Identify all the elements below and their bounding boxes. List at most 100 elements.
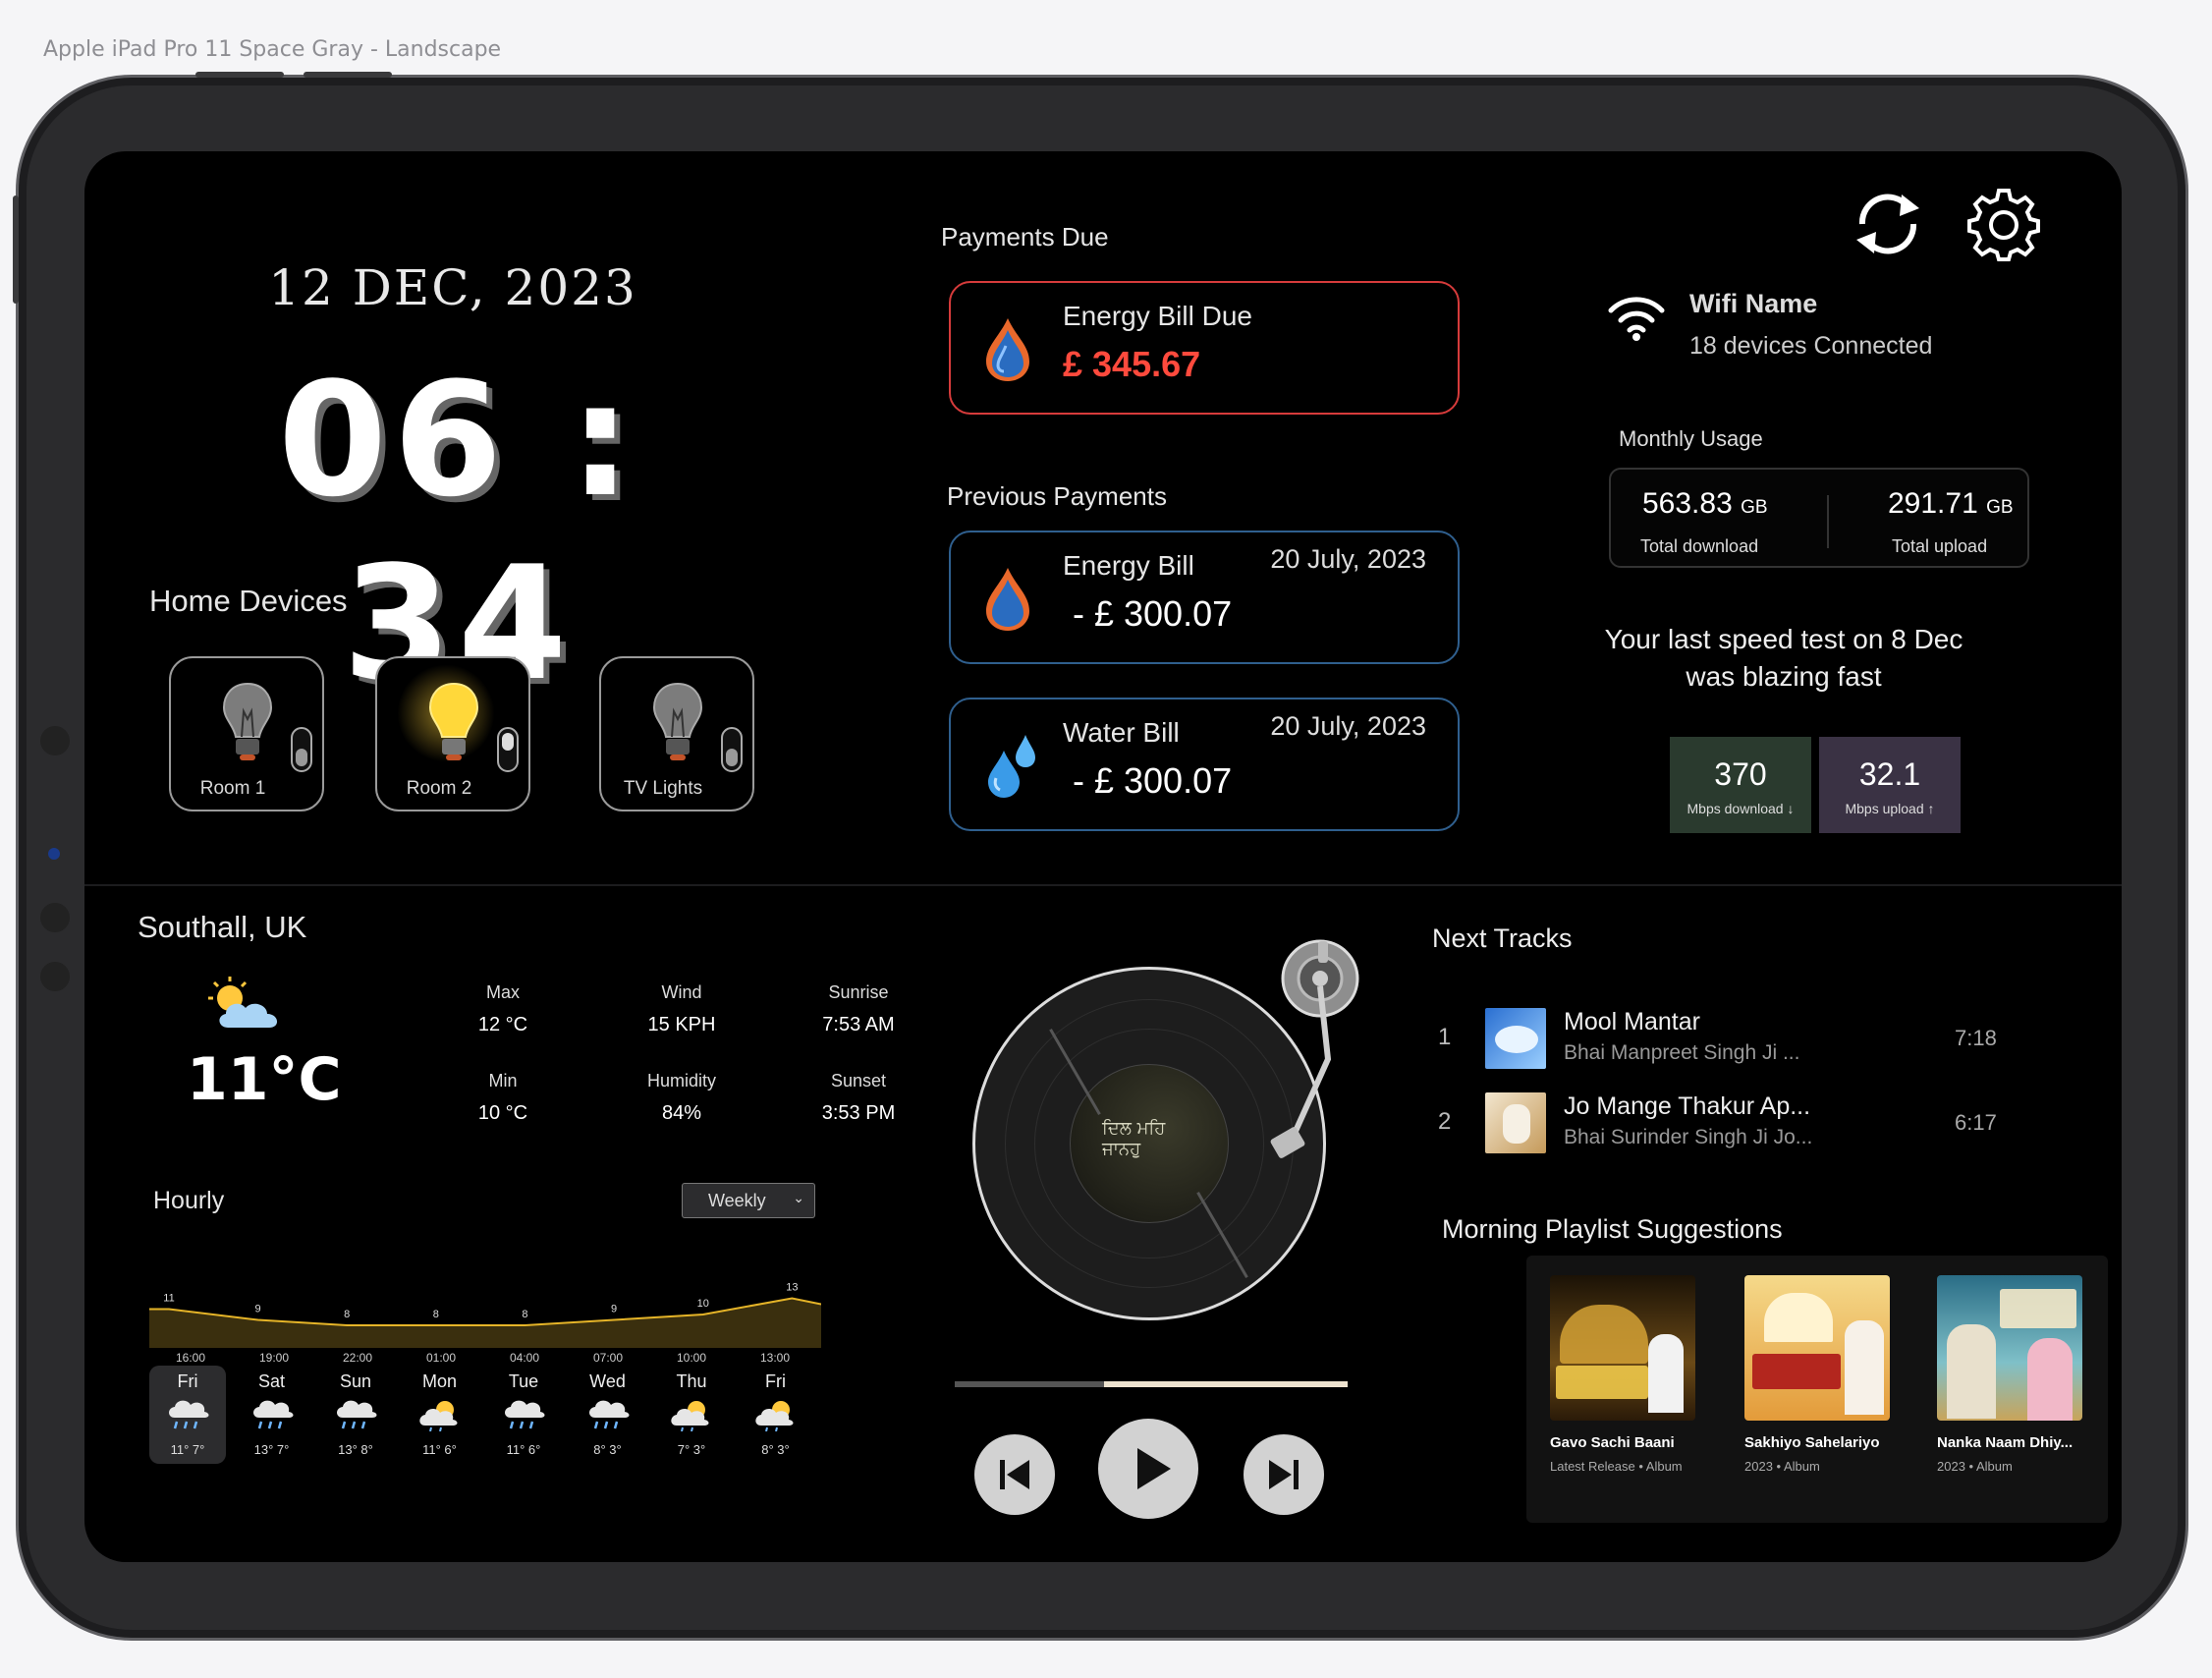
day-forecast[interactable]: Fri 11° 7° bbox=[149, 1366, 226, 1464]
sun-cloud-icon bbox=[418, 1401, 457, 1432]
vinyl-label-art: ਦਿਲ ਮਹਿ ਜਾਨਹੁ bbox=[1102, 1118, 1166, 1159]
playlist-card[interactable]: Gavo Sachi Baani Latest Release • Album bbox=[1550, 1275, 1707, 1474]
section-divider bbox=[84, 884, 2122, 886]
download-unit: GB bbox=[1741, 497, 1768, 518]
cover-figure bbox=[1648, 1334, 1684, 1413]
hourly-value-label: 13 bbox=[786, 1282, 798, 1294]
stat-humidity-label: Humidity bbox=[646, 1071, 716, 1091]
day-forecast[interactable]: Sat 13° 7° bbox=[234, 1366, 310, 1464]
track-artist: Bhai Surinder Singh Ji Jo... bbox=[1564, 1126, 1813, 1148]
device-tv-lights[interactable]: TV Lights bbox=[599, 656, 754, 811]
top-button-2 bbox=[304, 72, 392, 78]
day-name: Sun bbox=[339, 1371, 372, 1391]
track-duration: 6:17 bbox=[1955, 1110, 1997, 1135]
speed-test-text: Your last speed test on 8 Dec was blazin… bbox=[1604, 624, 1963, 692]
track-row[interactable]: 1 Mool Mantar Bhai Manpreet Singh Ji ...… bbox=[1438, 1008, 2086, 1077]
track-artwork bbox=[1485, 1008, 1546, 1069]
hourly-area bbox=[149, 1298, 821, 1348]
playlist-sub: 2023 • Album bbox=[1744, 1459, 1820, 1474]
stat-sunset-label: Sunset bbox=[830, 1071, 887, 1091]
day-forecast[interactable]: Wed 8° 3° bbox=[570, 1366, 646, 1464]
playlist-card[interactable]: Sakhiyo Sahelariyo 2023 • Album bbox=[1744, 1275, 1902, 1474]
cover-building bbox=[1764, 1293, 1833, 1342]
day-forecast[interactable]: Fri 8° 3° bbox=[738, 1366, 814, 1464]
device-toggle[interactable] bbox=[497, 727, 519, 772]
device-toggle[interactable] bbox=[721, 727, 743, 772]
day-name: Fri bbox=[765, 1371, 786, 1391]
monthly-usage-box: 563.83 GB Total download 291.71 GB Total… bbox=[1609, 468, 2029, 568]
next-tracks-title: Next Tracks bbox=[1432, 923, 1573, 953]
energy-bill-due-card[interactable]: Energy Bill Due £ 345.67 bbox=[949, 281, 1460, 415]
playlist-card[interactable]: Nanka Naam Dhiy... 2023 • Album bbox=[1937, 1275, 2094, 1474]
day-forecast[interactable]: Thu 7° 3° bbox=[653, 1366, 730, 1464]
rain-cloud-icon bbox=[149, 1396, 226, 1436]
hourly-time-label: 01:00 bbox=[426, 1351, 456, 1364]
stat-min-value: 10 °C bbox=[477, 1102, 528, 1124]
day-forecast[interactable]: Tue 11° 6° bbox=[485, 1366, 562, 1464]
download-value: 563.83 bbox=[1642, 487, 1733, 520]
stat-humidity-value: 84% bbox=[661, 1102, 702, 1124]
sun-cloud-icon bbox=[738, 1396, 814, 1436]
home-devices-title: Home Devices bbox=[149, 584, 348, 618]
sun-cloud-icon bbox=[402, 1396, 478, 1436]
hourly-time-label: 10:00 bbox=[677, 1351, 706, 1364]
volume-button bbox=[13, 196, 19, 304]
device-room-2[interactable]: Room 2 bbox=[375, 656, 530, 811]
track-number: 2 bbox=[1438, 1108, 1452, 1135]
payment-title: Energy Bill bbox=[1063, 550, 1194, 581]
stat-min-label: Min bbox=[488, 1071, 518, 1091]
next-track-button[interactable] bbox=[1244, 1434, 1324, 1515]
speed-download-label: Mbps download ↓ bbox=[1687, 801, 1795, 816]
cover-figure bbox=[1845, 1320, 1884, 1415]
device-label: Room 2 bbox=[406, 778, 472, 799]
camera-lens bbox=[48, 848, 60, 860]
payment-date: 20 July, 2023 bbox=[1270, 711, 1426, 741]
hourly-value-label: 9 bbox=[255, 1304, 261, 1315]
cover-title-art bbox=[1556, 1366, 1648, 1399]
range-select[interactable]: Weekly ⌄ bbox=[682, 1183, 815, 1218]
device-toggle[interactable] bbox=[291, 727, 312, 772]
speed-upload-box: 32.1 Mbps upload ↑ bbox=[1819, 737, 1961, 833]
day-temps: 8° 3° bbox=[593, 1442, 622, 1457]
speed-download-value: 370 bbox=[1714, 756, 1767, 792]
vinyl-groove bbox=[1034, 1029, 1264, 1258]
camera-dot bbox=[40, 726, 70, 755]
day-forecast[interactable]: Mon 11° 6° bbox=[402, 1366, 478, 1464]
playlist-name: Sakhiyo Sahelariyo bbox=[1744, 1434, 1880, 1451]
day-forecast[interactable]: Sun 13° 8° bbox=[317, 1366, 394, 1464]
gear-icon[interactable] bbox=[1966, 187, 2041, 261]
current-temp: 11°C bbox=[187, 1045, 342, 1114]
track-artist: Bhai Manpreet Singh Ji ... bbox=[1564, 1041, 1800, 1064]
energy-bill-card[interactable]: Energy Bill 20 July, 2023 - £ 300.07 bbox=[949, 531, 1460, 664]
rain-cloud-icon bbox=[337, 1400, 377, 1429]
water-bill-card[interactable]: Water Bill 20 July, 2023 - £ 300.07 bbox=[949, 698, 1460, 831]
hourly-value-label: 10 bbox=[697, 1298, 709, 1310]
playlist-name: Gavo Sachi Baani bbox=[1550, 1434, 1675, 1451]
stat-wind-label: Wind bbox=[661, 982, 702, 1002]
usage-divider bbox=[1827, 495, 1829, 548]
device-room-1[interactable]: Room 1 bbox=[169, 656, 324, 811]
play-button[interactable] bbox=[1098, 1419, 1198, 1519]
payment-title: Water Bill bbox=[1063, 717, 1180, 748]
day-name: Thu bbox=[676, 1371, 707, 1391]
cover-figure bbox=[1947, 1324, 1996, 1419]
cover-figure bbox=[2027, 1338, 2073, 1421]
hourly-time-label: 19:00 bbox=[259, 1351, 289, 1364]
payment-amount: - £ 300.07 bbox=[1073, 593, 1233, 634]
wifi-name: Wifi Name bbox=[1689, 289, 1818, 318]
refresh-icon[interactable] bbox=[1849, 187, 1927, 261]
stat-wind-value: 15 KPH bbox=[647, 1014, 716, 1035]
track-row[interactable]: 2 Jo Mange Thakur Ap... Bhai Surinder Si… bbox=[1438, 1092, 2086, 1161]
lightbulb-off-icon bbox=[652, 682, 703, 760]
stat-sunrise-value: 7:53 AM bbox=[822, 1014, 895, 1035]
rain-cloud-icon bbox=[169, 1400, 209, 1429]
payments-due-title: Payments Due bbox=[941, 222, 1109, 252]
flame-drop-icon bbox=[986, 568, 1029, 631]
device-label: Room 1 bbox=[199, 778, 266, 799]
playlist-sub: 2023 • Album bbox=[1937, 1459, 2013, 1474]
upload-unit: GB bbox=[1986, 497, 2014, 518]
sun-cloud-icon bbox=[653, 1396, 730, 1436]
upload-label: Total upload bbox=[1892, 536, 1988, 556]
playback-progress[interactable] bbox=[955, 1381, 1348, 1387]
previous-track-button[interactable] bbox=[974, 1434, 1055, 1515]
